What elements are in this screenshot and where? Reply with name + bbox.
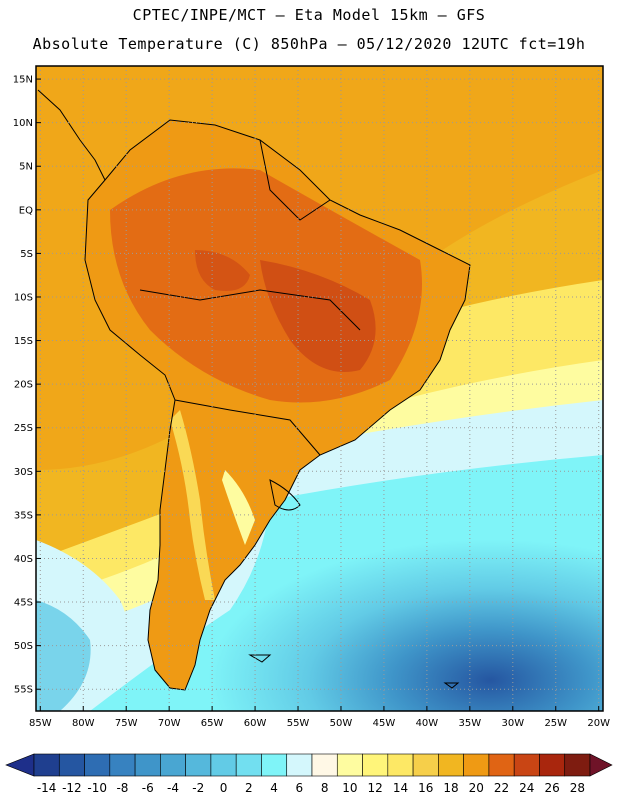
colorbar-over-arrow <box>589 753 613 777</box>
colorbar-swatch <box>438 753 464 777</box>
colorbar-under-arrow <box>5 753 35 777</box>
colorbar-swatch <box>160 753 186 777</box>
colorbar-label: 0 <box>220 781 228 795</box>
temperature-field <box>36 66 603 711</box>
colorbar-swatch <box>336 753 363 777</box>
colorbar-swatch <box>564 753 591 777</box>
colorbar-label: -2 <box>192 781 204 795</box>
colorbar-swatch <box>412 753 439 777</box>
colorbar-label: -4 <box>167 781 179 795</box>
colorbar-label: 10 <box>342 781 357 795</box>
lat-label: 35S <box>14 510 33 521</box>
lon-label: 80W <box>72 718 95 729</box>
lat-label: 10S <box>14 292 33 303</box>
map-frame <box>35 65 604 712</box>
lon-label: 85W <box>29 718 52 729</box>
lat-label: 5N <box>19 162 33 173</box>
colorbar-swatch <box>261 753 288 777</box>
colorbar-label: 6 <box>296 781 304 795</box>
lat-label: 15N <box>13 75 33 86</box>
colorbar-swatch <box>362 753 389 777</box>
lon-label: 55W <box>287 718 310 729</box>
colorbar-swatch <box>185 753 212 777</box>
colorbar-label: 4 <box>270 781 278 795</box>
lon-label: 25W <box>544 718 567 729</box>
lat-label: 40S <box>14 554 33 565</box>
lon-label: 35W <box>459 718 482 729</box>
lat-label: 55S <box>14 685 33 696</box>
lat-label: 30S <box>14 467 33 478</box>
colorbar-swatch <box>109 753 136 777</box>
lon-label: 50W <box>330 718 353 729</box>
axis-ticks: 15N 10N 5N EQ 5S 10S 15S 20S 25S 30S 35S 40S 45S 50S 5… <box>13 75 610 729</box>
map-title-line1: CPTEC/INPE/MCT – Eta Model 15km – GFS <box>132 6 486 24</box>
lat-label: EQ <box>19 205 33 216</box>
colorbar-label: 12 <box>368 781 383 795</box>
lat-label: 10N <box>13 118 33 129</box>
colorbar: -14 -12 -10 -8 -6 -4 -2 0 2 4 6 8 10 12 14 16 18 20 22 24 26… <box>5 753 613 795</box>
colorbar-swatch <box>33 753 60 777</box>
colorbar-label: -14 <box>37 781 57 795</box>
lon-label: 30W <box>501 718 524 729</box>
lat-label: 15S <box>14 336 33 347</box>
colorbar-swatch <box>235 753 262 777</box>
lon-label: 40W <box>416 718 439 729</box>
colorbar-swatch <box>84 753 111 777</box>
lon-label: 45W <box>373 718 396 729</box>
colorbar-label: 22 <box>494 781 509 795</box>
colorbar-label: -8 <box>116 781 128 795</box>
lat-label: 45S <box>14 598 33 609</box>
colorbar-swatch <box>463 753 490 777</box>
graticule <box>36 66 603 711</box>
colorbar-label: 24 <box>519 781 534 795</box>
lat-label: 20S <box>14 380 33 391</box>
colorbar-swatch <box>539 753 566 777</box>
colorbar-label: -12 <box>62 781 82 795</box>
colorbar-label: 8 <box>321 781 329 795</box>
colorbar-swatch <box>311 753 338 777</box>
colorbar-label: -10 <box>87 781 107 795</box>
lon-label: 20W <box>587 718 610 729</box>
lat-label: 25S <box>14 423 33 434</box>
colorbar-label: 2 <box>245 781 253 795</box>
colorbar-label: 14 <box>393 781 408 795</box>
colorbar-label: -6 <box>142 781 154 795</box>
colorbar-swatch <box>286 753 313 777</box>
colorbar-swatch <box>210 753 237 777</box>
colorbar-swatch <box>58 753 85 777</box>
colorbar-label: 20 <box>469 781 484 795</box>
lon-label: 65W <box>201 718 224 729</box>
colorbar-label: 28 <box>570 781 585 795</box>
lat-label: 5S <box>20 249 33 260</box>
colorbar-swatch <box>488 753 515 777</box>
lon-label: 60W <box>244 718 267 729</box>
colorbar-swatch <box>134 753 161 777</box>
colorbar-label: 18 <box>443 781 458 795</box>
colorbar-label: 26 <box>544 781 559 795</box>
lat-label: 50S <box>14 641 33 652</box>
colorbar-label: 16 <box>418 781 433 795</box>
colorbar-swatch <box>513 753 540 777</box>
map-title-line2: Absolute Temperature (C) 850hPa – 05/12/… <box>32 35 586 53</box>
colorbar-swatch <box>387 753 414 777</box>
lon-label: 70W <box>158 718 181 729</box>
lon-label: 75W <box>115 718 138 729</box>
